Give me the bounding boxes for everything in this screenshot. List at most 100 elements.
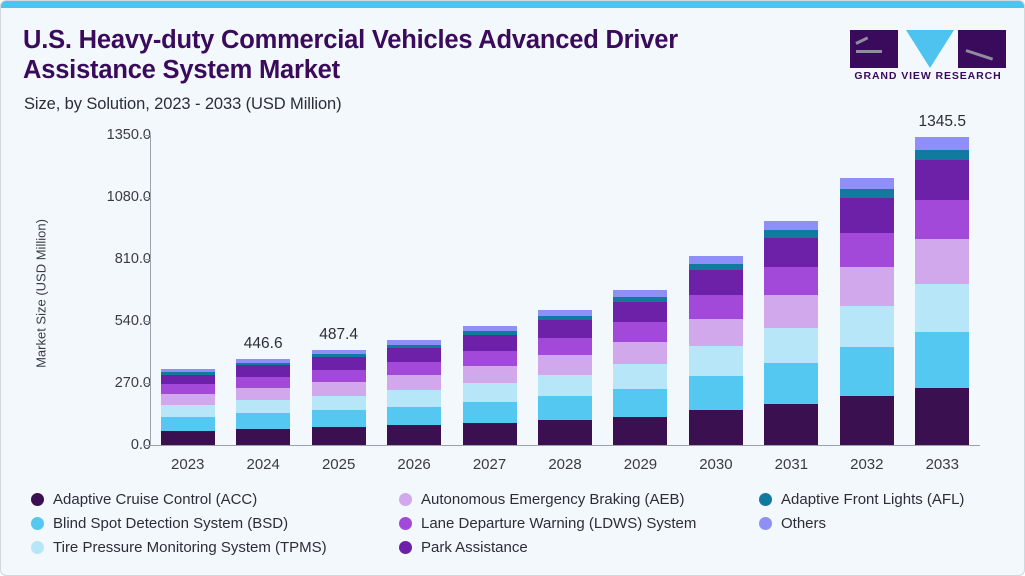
- bar-segment[interactable]: [236, 376, 291, 388]
- bar-segment[interactable]: [915, 149, 970, 161]
- stacked-bar[interactable]: [688, 255, 743, 445]
- legend-item[interactable]: Autonomous Emergency Braking (AEB): [399, 491, 684, 508]
- bar-segment[interactable]: [613, 341, 668, 365]
- bar-segment[interactable]: [688, 255, 743, 264]
- stacked-bar[interactable]: [160, 368, 215, 445]
- bar-segment[interactable]: [462, 423, 517, 445]
- legend-item[interactable]: Park Assistance: [399, 539, 528, 556]
- bar-segment[interactable]: [462, 401, 517, 424]
- bar-segment[interactable]: [915, 388, 970, 445]
- bar-segment[interactable]: [613, 388, 668, 417]
- bar-segment[interactable]: [538, 320, 592, 338]
- bar-segment[interactable]: [538, 355, 592, 375]
- legend-item[interactable]: Lane Departure Warning (LDWS) System: [399, 515, 696, 532]
- stacked-bar[interactable]: [915, 136, 970, 445]
- bar-segment[interactable]: [688, 375, 743, 411]
- bar-segment[interactable]: [688, 318, 743, 347]
- stacked-bar[interactable]: [387, 340, 442, 445]
- legend-item[interactable]: Blind Spot Detection System (BSD): [31, 515, 288, 532]
- stacked-bar[interactable]: [764, 220, 819, 445]
- bar-segment[interactable]: [160, 394, 215, 406]
- bar-segment[interactable]: [538, 315, 592, 321]
- bar-segment[interactable]: [387, 375, 442, 391]
- bar-group[interactable]: [839, 177, 894, 445]
- bar-segment[interactable]: [311, 354, 366, 358]
- bar-segment[interactable]: [236, 362, 291, 366]
- bar-segment[interactable]: [839, 177, 894, 189]
- bar-segment[interactable]: [688, 346, 743, 376]
- bar-segment[interactable]: [613, 364, 668, 389]
- bar-segment[interactable]: [839, 232, 894, 267]
- bar-segment[interactable]: [839, 346, 894, 396]
- bar-segment[interactable]: [462, 326, 517, 332]
- bar-segment[interactable]: [311, 395, 366, 411]
- bar-group[interactable]: [462, 326, 517, 445]
- bar-segment[interactable]: [915, 200, 970, 240]
- bar-segment[interactable]: [764, 295, 819, 328]
- stacked-bar[interactable]: [462, 326, 517, 445]
- bar-segment[interactable]: [688, 263, 743, 271]
- bar-segment[interactable]: [538, 374, 592, 396]
- bar-segment[interactable]: [839, 305, 894, 347]
- stacked-bar[interactable]: [538, 309, 592, 445]
- bar-segment[interactable]: [613, 416, 668, 445]
- bar-segment[interactable]: [613, 301, 668, 323]
- stacked-bar[interactable]: [839, 177, 894, 445]
- bar-segment[interactable]: [387, 344, 442, 349]
- bar-segment[interactable]: [160, 430, 215, 445]
- bar-segment[interactable]: [915, 284, 970, 332]
- stacked-bar[interactable]: [613, 290, 668, 445]
- bar-segment[interactable]: [387, 406, 442, 426]
- bar-segment[interactable]: [462, 366, 517, 384]
- bar-segment[interactable]: [538, 420, 592, 445]
- bar-segment[interactable]: [462, 335, 517, 351]
- bar-segment[interactable]: [311, 369, 366, 382]
- bar-segment[interactable]: [538, 309, 592, 316]
- bar-segment[interactable]: [764, 220, 819, 231]
- bar-segment[interactable]: [160, 372, 215, 375]
- bar-segment[interactable]: [387, 425, 442, 445]
- bar-segment[interactable]: [236, 413, 291, 429]
- bar-segment[interactable]: [613, 322, 668, 342]
- stacked-bar[interactable]: [311, 350, 366, 445]
- bar-segment[interactable]: [688, 410, 743, 445]
- bar-group[interactable]: [688, 255, 743, 445]
- bar-segment[interactable]: [915, 331, 970, 389]
- bar-segment[interactable]: [915, 136, 970, 150]
- bar-segment[interactable]: [839, 395, 894, 445]
- bar-segment[interactable]: [538, 337, 592, 356]
- bar-segment[interactable]: [160, 384, 215, 395]
- bar-segment[interactable]: [160, 374, 215, 385]
- bar-segment[interactable]: [160, 405, 215, 417]
- bar-segment[interactable]: [462, 350, 517, 367]
- bar-segment[interactable]: [688, 294, 743, 319]
- bar-segment[interactable]: [764, 266, 819, 296]
- bar-segment[interactable]: [311, 382, 366, 396]
- stacked-bar[interactable]: [236, 358, 291, 445]
- bar-segment[interactable]: [839, 188, 894, 198]
- bar-segment[interactable]: [613, 296, 668, 302]
- bar-segment[interactable]: [236, 428, 291, 445]
- legend-item[interactable]: Others: [759, 515, 826, 532]
- bar-segment[interactable]: [688, 270, 743, 295]
- legend-item[interactable]: Adaptive Front Lights (AFL): [759, 491, 964, 508]
- bar-segment[interactable]: [764, 362, 819, 404]
- bar-group[interactable]: 1345.5: [915, 113, 970, 445]
- bar-group[interactable]: [764, 220, 819, 445]
- bar-segment[interactable]: [915, 239, 970, 285]
- bar-segment[interactable]: [915, 160, 970, 201]
- bar-segment[interactable]: [764, 230, 819, 238]
- bar-segment[interactable]: [839, 266, 894, 306]
- bar-segment[interactable]: [160, 368, 215, 373]
- bar-segment[interactable]: [387, 390, 442, 407]
- bar-segment[interactable]: [311, 350, 366, 355]
- bar-segment[interactable]: [764, 403, 819, 445]
- bar-segment[interactable]: [462, 383, 517, 402]
- bar-segment[interactable]: [613, 290, 668, 297]
- legend-item[interactable]: Adaptive Cruise Control (ACC): [31, 491, 257, 508]
- bar-group[interactable]: 446.6: [236, 335, 291, 445]
- bar-segment[interactable]: [387, 340, 442, 345]
- bar-segment[interactable]: [462, 331, 517, 336]
- bar-segment[interactable]: [387, 348, 442, 362]
- bar-segment[interactable]: [311, 427, 366, 445]
